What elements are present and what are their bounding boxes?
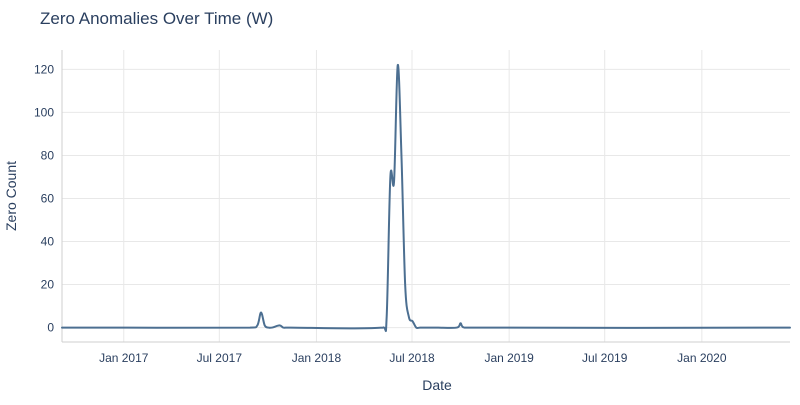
x-tick-label: Jul 2017 [197, 351, 243, 365]
y-tick-label: 0 [47, 321, 54, 335]
y-tick-label: 80 [41, 148, 55, 162]
y-tick-label: 100 [34, 105, 54, 119]
y-tick-label: 60 [41, 191, 55, 205]
label-layer: Date Zero Count [3, 161, 452, 393]
x-axis-title: Date [422, 377, 452, 393]
x-tick-label: Jul 2018 [389, 351, 435, 365]
y-tick-label: 40 [41, 235, 55, 249]
x-tick-label: Jan 2017 [99, 351, 149, 365]
x-tick-label: Jan 2018 [292, 351, 342, 365]
x-tick-label: Jan 2019 [484, 351, 534, 365]
axis-layer: Jan 2017 Jul 2017 Jan 2018 Jul 2018 Jan 2019… [34, 50, 790, 365]
chart-title: Zero Anomalies Over Time (W) [40, 9, 274, 28]
y-tick-label: 20 [41, 278, 55, 292]
y-tick-label: 120 [34, 62, 54, 76]
x-tick-label: Jul 2019 [582, 351, 628, 365]
x-tick-label: Jan 2020 [677, 351, 727, 365]
series-layer [61, 64, 791, 332]
series-line [61, 64, 791, 332]
y-axis-title: Zero Count [3, 161, 19, 231]
grid-layer [62, 50, 790, 342]
